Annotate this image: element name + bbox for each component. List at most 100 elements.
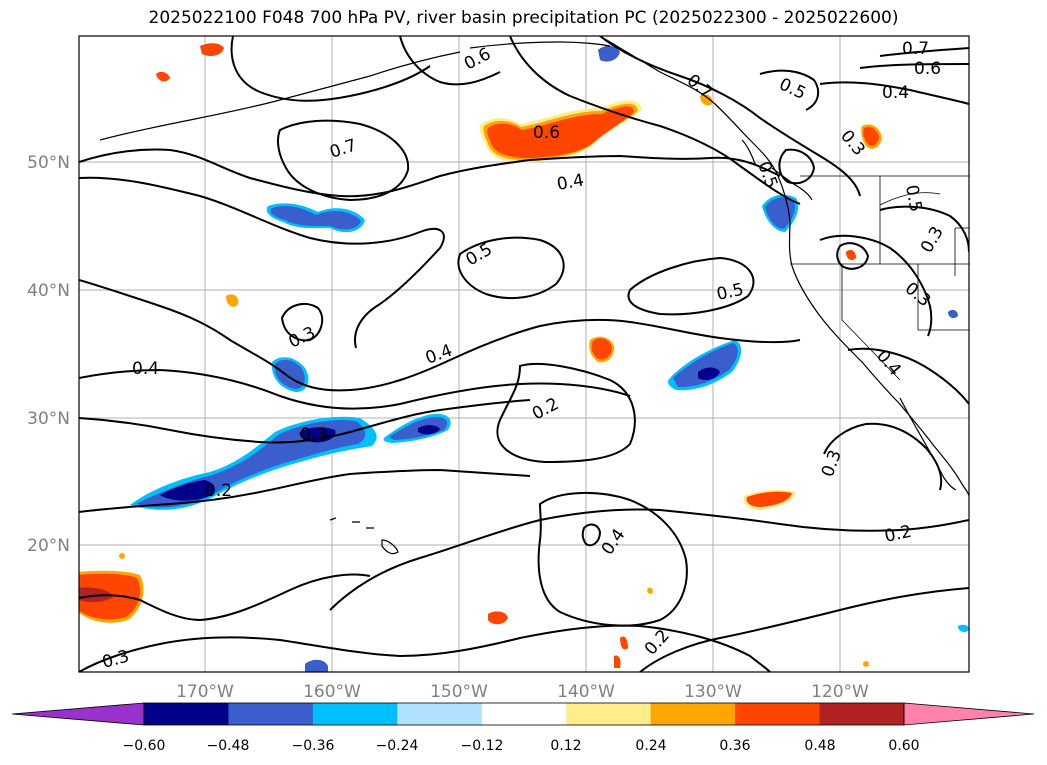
contour-label: 0.4 <box>882 83 909 103</box>
contour-line <box>79 279 801 392</box>
contour-line <box>79 399 531 444</box>
contour-line <box>79 624 771 672</box>
contour-line <box>79 468 531 513</box>
contour-line <box>537 492 688 627</box>
contour-line <box>329 508 969 611</box>
contour-line <box>879 47 969 57</box>
pos-area <box>746 491 792 507</box>
contour-line <box>79 148 781 198</box>
contour-line <box>79 573 371 622</box>
contour-line <box>599 36 861 197</box>
haida-gwaii <box>741 139 757 167</box>
colorbar-extend-min <box>11 702 145 726</box>
pos-area <box>200 43 224 56</box>
colorbar-segment <box>735 703 821 725</box>
contour-line <box>819 234 933 337</box>
lon-label: 150°W <box>430 682 488 702</box>
colorbar-segment <box>312 703 398 725</box>
neg-area <box>948 309 958 319</box>
contour-line <box>639 587 969 672</box>
pos-area <box>156 71 170 82</box>
pos-area <box>487 106 634 158</box>
contour-line <box>819 81 969 105</box>
colorbar-extend-max <box>903 702 1035 726</box>
lon-label: 160°W <box>303 682 361 702</box>
colorbar-tick-label: 0.24 <box>635 738 666 754</box>
contour-line <box>457 236 565 300</box>
colorbar: −0.60 −0.48 −0.36 −0.24 −0.12 0.12 0.24 … <box>11 702 1035 754</box>
contour-line <box>836 242 870 270</box>
contour-line <box>79 176 445 349</box>
lon-label: 140°W <box>557 682 615 702</box>
precip-negative-areas <box>130 45 969 672</box>
north-america-coastline <box>599 36 969 497</box>
alaska-coast <box>469 41 611 49</box>
colorbar-segment <box>566 703 652 725</box>
contour-label: 0.5 <box>901 183 925 213</box>
pos-area <box>488 611 508 625</box>
colorbar-tick-label: 0.48 <box>804 738 835 754</box>
contour-line <box>581 523 602 547</box>
lat-label: 20°N <box>27 536 70 556</box>
lat-label: 30°N <box>27 409 70 429</box>
pos-area <box>863 661 869 667</box>
coastlines <box>99 36 969 555</box>
colorbar-ticks: −0.60 −0.48 −0.36 −0.24 −0.12 0.12 0.24 … <box>123 738 920 754</box>
neg-area <box>160 480 215 501</box>
pos-area <box>614 655 621 668</box>
pos-area <box>647 587 653 594</box>
aleutian-islands <box>99 51 461 141</box>
neg-area <box>958 624 969 633</box>
colorbar-segment <box>397 703 483 725</box>
colorbar-tick-label: −0.12 <box>461 738 504 754</box>
pos-area <box>620 636 628 650</box>
lon-label: 170°W <box>176 682 234 702</box>
neg-area <box>299 427 336 443</box>
neg-area <box>305 659 328 672</box>
precip-positive-areas <box>79 43 882 668</box>
colorbar-tick-label: −0.60 <box>123 738 166 754</box>
neg-area <box>673 343 738 388</box>
map-title: 2025022100 F048 700 hPa PV, river basin … <box>148 8 899 28</box>
pos-area <box>846 250 856 260</box>
contour-line <box>879 205 969 253</box>
colorbar-segments <box>144 703 905 725</box>
longitude-labels: 170°W 160°W 150°W 140°W 130°W 120°W <box>176 682 869 702</box>
contour-line <box>509 36 801 205</box>
contour-label: 0.7 <box>902 39 929 59</box>
colorbar-frame <box>143 702 905 726</box>
contour-label: 0.4 <box>555 171 585 195</box>
colorbar-tick-label: 0.60 <box>888 738 919 754</box>
colorbar-tick-label: −0.24 <box>376 738 419 754</box>
contour-line <box>859 63 969 69</box>
pv-contours <box>79 36 969 672</box>
pos-area <box>119 553 125 559</box>
contour-line <box>847 347 969 405</box>
contour-label: 0.6 <box>533 123 560 143</box>
contour-line <box>823 422 943 491</box>
contour-line <box>627 256 755 316</box>
contour-line <box>496 363 636 464</box>
political-borders <box>790 175 969 381</box>
colorbar-segment <box>481 703 567 725</box>
colorbar-tick-label: 0.12 <box>550 738 581 754</box>
colorbar-tick-label: 0.36 <box>719 738 750 754</box>
colorbar-segment <box>228 703 314 725</box>
contour-label: 0.2 <box>205 481 232 501</box>
colorbar-segment <box>819 703 905 725</box>
contour-line <box>399 36 501 86</box>
lon-label: 120°W <box>811 682 869 702</box>
lat-label: 40°N <box>27 281 70 301</box>
contour-label: 0.6 <box>914 59 941 79</box>
contour-line <box>280 302 324 342</box>
colorbar-segment <box>144 703 229 725</box>
lat-label: 50°N <box>27 153 70 173</box>
map-frame <box>78 35 970 673</box>
contour-line <box>759 69 820 111</box>
colorbar-segment <box>650 703 736 725</box>
contour-line <box>230 36 431 102</box>
colorbar-tick-label: −0.36 <box>292 738 335 754</box>
latitude-labels: 50°N 40°N 30°N 20°N <box>27 153 70 556</box>
contour-line <box>79 368 631 410</box>
